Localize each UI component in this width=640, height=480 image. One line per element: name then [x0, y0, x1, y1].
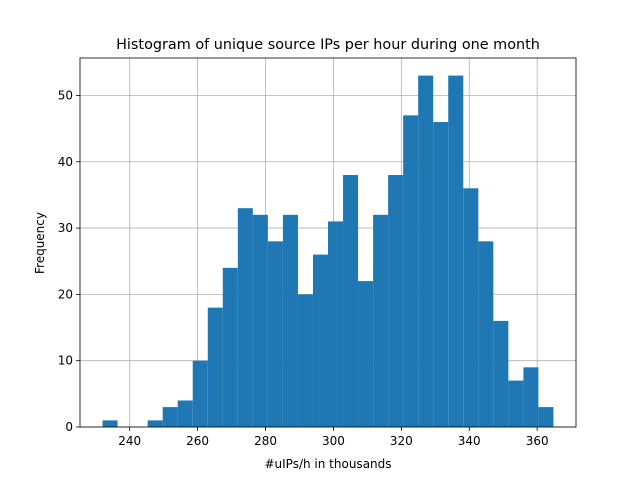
bar	[358, 281, 374, 427]
bar	[147, 420, 163, 427]
x-tick-label: 280	[254, 434, 277, 448]
bar	[222, 267, 238, 427]
bar	[252, 214, 268, 427]
bar	[478, 241, 494, 427]
x-tick-label: 240	[118, 434, 141, 448]
x-tick-label: 360	[526, 434, 549, 448]
bar	[508, 380, 524, 427]
y-tick-label: 30	[58, 221, 73, 235]
bar	[312, 254, 328, 427]
chart-title: Histogram of unique source IPs per hour …	[116, 37, 540, 53]
bar	[538, 407, 554, 427]
bar	[237, 208, 253, 427]
y-tick-label: 0	[65, 420, 73, 434]
bar	[192, 360, 208, 427]
bar	[448, 75, 464, 428]
bar	[207, 307, 223, 427]
bar	[373, 214, 389, 427]
bar	[177, 400, 193, 427]
bar	[433, 121, 449, 428]
bar	[102, 420, 118, 427]
bar	[403, 115, 419, 427]
x-tick-label: 340	[458, 434, 481, 448]
bar	[162, 407, 178, 427]
y-tick-label: 50	[58, 88, 73, 102]
y-tick-label: 40	[58, 155, 73, 169]
plot-frame	[79, 57, 577, 428]
bar	[523, 367, 539, 427]
y-tick-label: 10	[58, 354, 73, 368]
bar	[388, 175, 404, 427]
x-tick-label: 300	[322, 434, 345, 448]
x-tick-label: 260	[186, 434, 209, 448]
bar	[297, 294, 313, 427]
bar	[418, 75, 434, 428]
x-axis-label: #uIPs/h in thousands	[264, 457, 391, 471]
y-tick-label: 20	[58, 287, 73, 301]
bar	[493, 320, 509, 427]
x-tick-label: 320	[390, 434, 413, 448]
bar	[343, 175, 359, 427]
bar	[328, 221, 344, 427]
bar	[267, 241, 283, 427]
bar	[282, 214, 298, 427]
bar	[463, 188, 479, 427]
y-axis-label: Frequency	[33, 212, 47, 274]
